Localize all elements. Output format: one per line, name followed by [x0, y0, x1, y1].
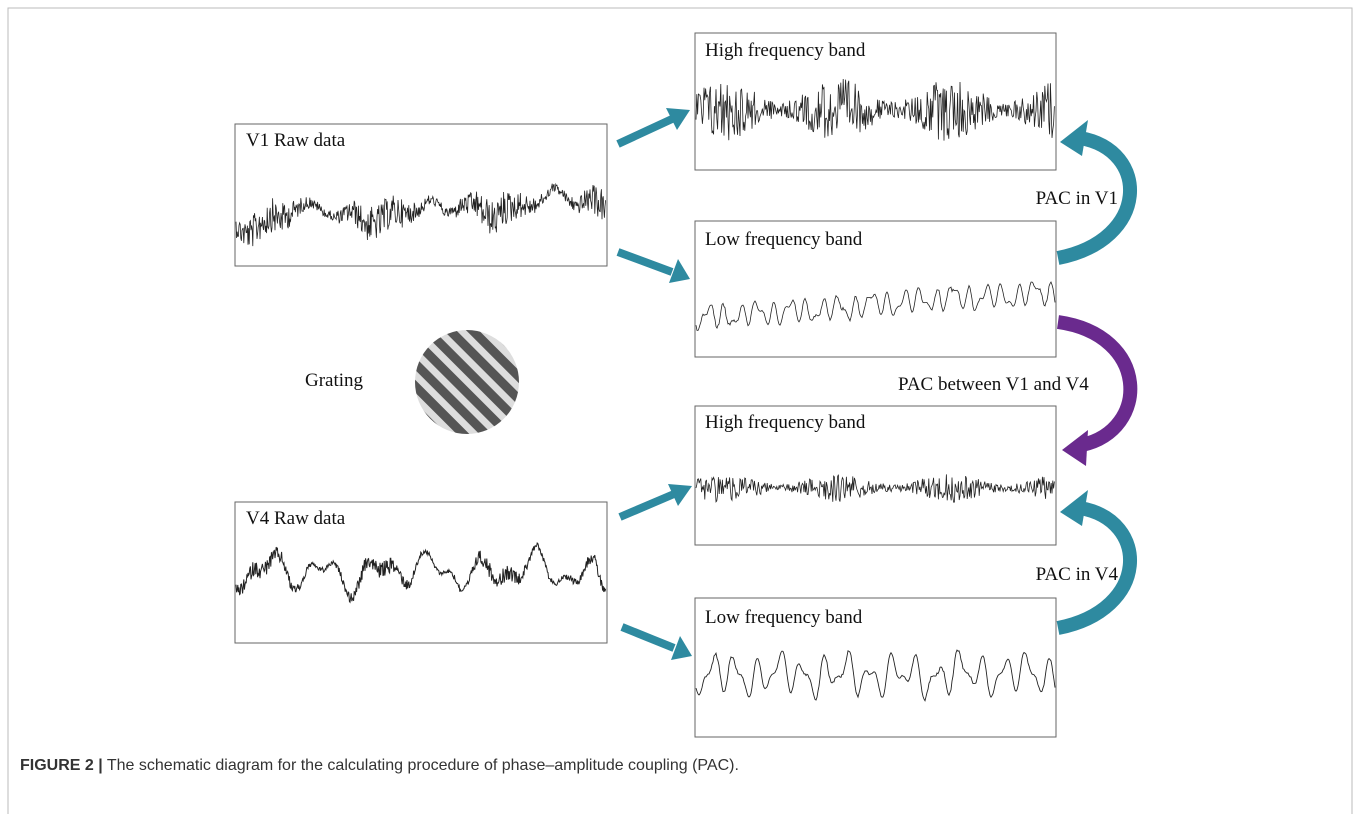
arrow	[616, 108, 690, 148]
panel-box	[694, 405, 1057, 546]
arrow	[618, 484, 692, 521]
waveform	[695, 78, 1055, 141]
split-arrows	[616, 108, 692, 660]
grating-label: Grating	[305, 370, 364, 391]
panel-label: High frequency band	[705, 412, 866, 433]
v4-raw-panel: V4 Raw data	[234, 501, 608, 644]
waveform	[695, 474, 1055, 503]
panel-box	[694, 32, 1057, 171]
grating-icon	[415, 330, 519, 434]
pac-label: PAC in V4	[1036, 564, 1119, 585]
waveform	[695, 649, 1056, 702]
figure-frame	[7, 7, 1353, 814]
panel-box	[694, 220, 1057, 358]
waveform	[235, 542, 607, 604]
pac-v1-arrow	[1056, 120, 1137, 265]
v1-raw-panel: V1 Raw data	[234, 123, 608, 267]
waveform	[235, 182, 606, 247]
panel-label: High frequency band	[705, 40, 866, 61]
v1-high-panel: High frequency band	[694, 32, 1057, 171]
v1-low-panel: Low frequency band	[694, 220, 1057, 358]
panel-box	[234, 123, 608, 267]
caption-text: The schematic diagram for the calculatin…	[107, 757, 739, 774]
caption: FIGURE 2 | The schematic diagram for the…	[20, 757, 739, 774]
panel-box	[234, 501, 608, 644]
waveform	[695, 281, 1056, 331]
pac-label: PAC in V1	[1036, 188, 1118, 209]
pac-label: PAC between V1 and V4	[898, 374, 1089, 395]
panel-label: Low frequency band	[705, 229, 863, 250]
arrow	[620, 623, 692, 660]
pac-between-arrow	[1056, 315, 1138, 466]
pac-v4-arrow	[1056, 490, 1137, 635]
caption-figure: FIGURE 2 |	[20, 757, 103, 774]
panel-box	[694, 597, 1057, 738]
panel-label: Low frequency band	[705, 607, 863, 628]
panel-label: V4 Raw data	[246, 508, 346, 529]
v4-low-panel: Low frequency band	[694, 597, 1057, 738]
v4-high-panel: High frequency band	[694, 405, 1057, 546]
arrow	[616, 248, 690, 283]
panel-label: V1 Raw data	[246, 130, 346, 151]
